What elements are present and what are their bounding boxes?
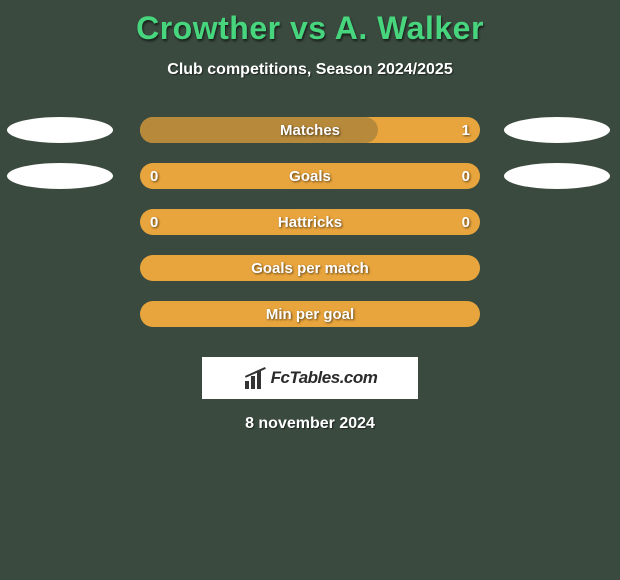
stat-label: Hattricks — [140, 214, 480, 231]
stat-label: Min per goal — [140, 306, 480, 323]
stat-value-right: 0 — [462, 214, 470, 231]
stat-bar: Goals0 0 — [140, 163, 480, 189]
stat-value-right: 1 — [462, 122, 470, 139]
stat-row: Goals per match — [0, 255, 620, 301]
stat-value-left: 0 — [150, 214, 158, 231]
stat-value-left: 0 — [150, 168, 158, 185]
player-right-oval — [504, 163, 610, 189]
footer-date: 8 november 2024 — [0, 415, 620, 433]
stat-bar: Goals per match — [140, 255, 480, 281]
stat-row: Hattricks0 0 — [0, 209, 620, 255]
stat-rows: Matches1Goals00Hattricks00Goals per matc… — [0, 117, 620, 347]
stat-value-right: 0 — [462, 168, 470, 185]
stat-label: Goals — [140, 168, 480, 185]
stat-row: Goals0 0 — [0, 163, 620, 209]
stat-label: Goals per match — [140, 260, 480, 277]
stat-row: Min per goal — [0, 301, 620, 347]
stat-bar: Min per goal — [140, 301, 480, 327]
stat-row: Matches1 — [0, 117, 620, 163]
stat-bar: Hattricks0 0 — [140, 209, 480, 235]
chart-icon — [243, 367, 265, 389]
player-left-oval — [7, 117, 113, 143]
stat-label: Matches — [140, 122, 480, 139]
player-left-oval — [7, 163, 113, 189]
stat-bar: Matches1 — [140, 117, 480, 143]
page-subtitle: Club competitions, Season 2024/2025 — [0, 61, 620, 79]
player-right-oval — [504, 117, 610, 143]
page-title: Crowther vs A. Walker — [0, 0, 620, 47]
watermark-text: FcTables.com — [271, 368, 378, 388]
watermark: FcTables.com — [202, 357, 418, 399]
